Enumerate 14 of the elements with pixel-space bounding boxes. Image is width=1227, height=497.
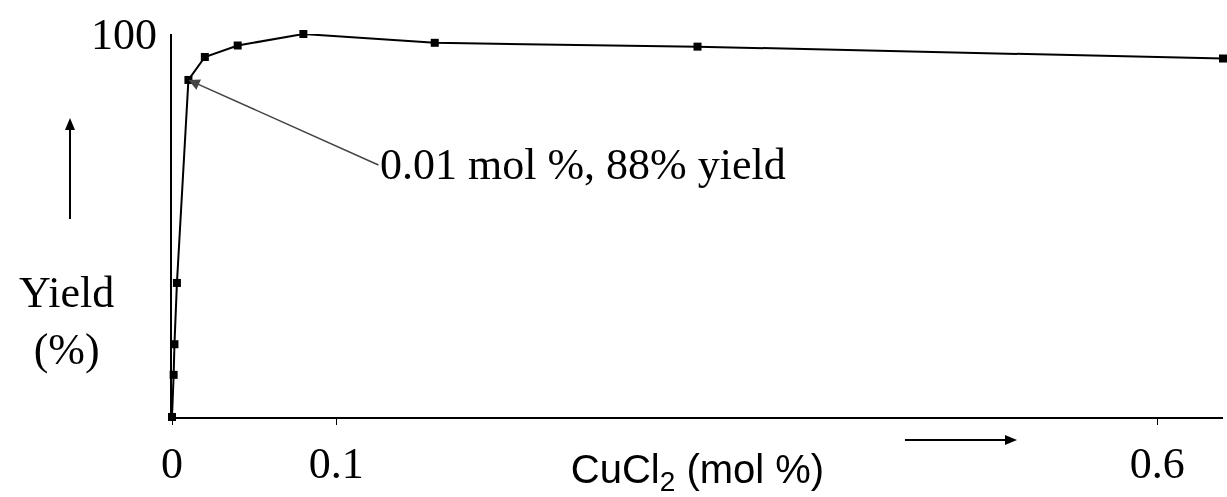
- point: [299, 30, 308, 38]
- x-axis-title: CuCl$_{2}$ (mol %): [570, 446, 825, 497]
- point: [693, 42, 702, 51]
- x-tick-label: 0: [161, 438, 183, 488]
- annotation: 0.01 mol %, 88% yield: [380, 140, 786, 189]
- y-axis-title: Yield (%): [19, 268, 115, 375]
- point: [430, 38, 439, 47]
- point: [233, 41, 242, 50]
- text: 100: [91, 10, 157, 59]
- point: [172, 278, 181, 287]
- x-tick-label: 0.1: [308, 438, 364, 488]
- x-tick-label: 0.6: [1129, 438, 1185, 488]
- point: [200, 52, 209, 61]
- point: [1219, 54, 1227, 63]
